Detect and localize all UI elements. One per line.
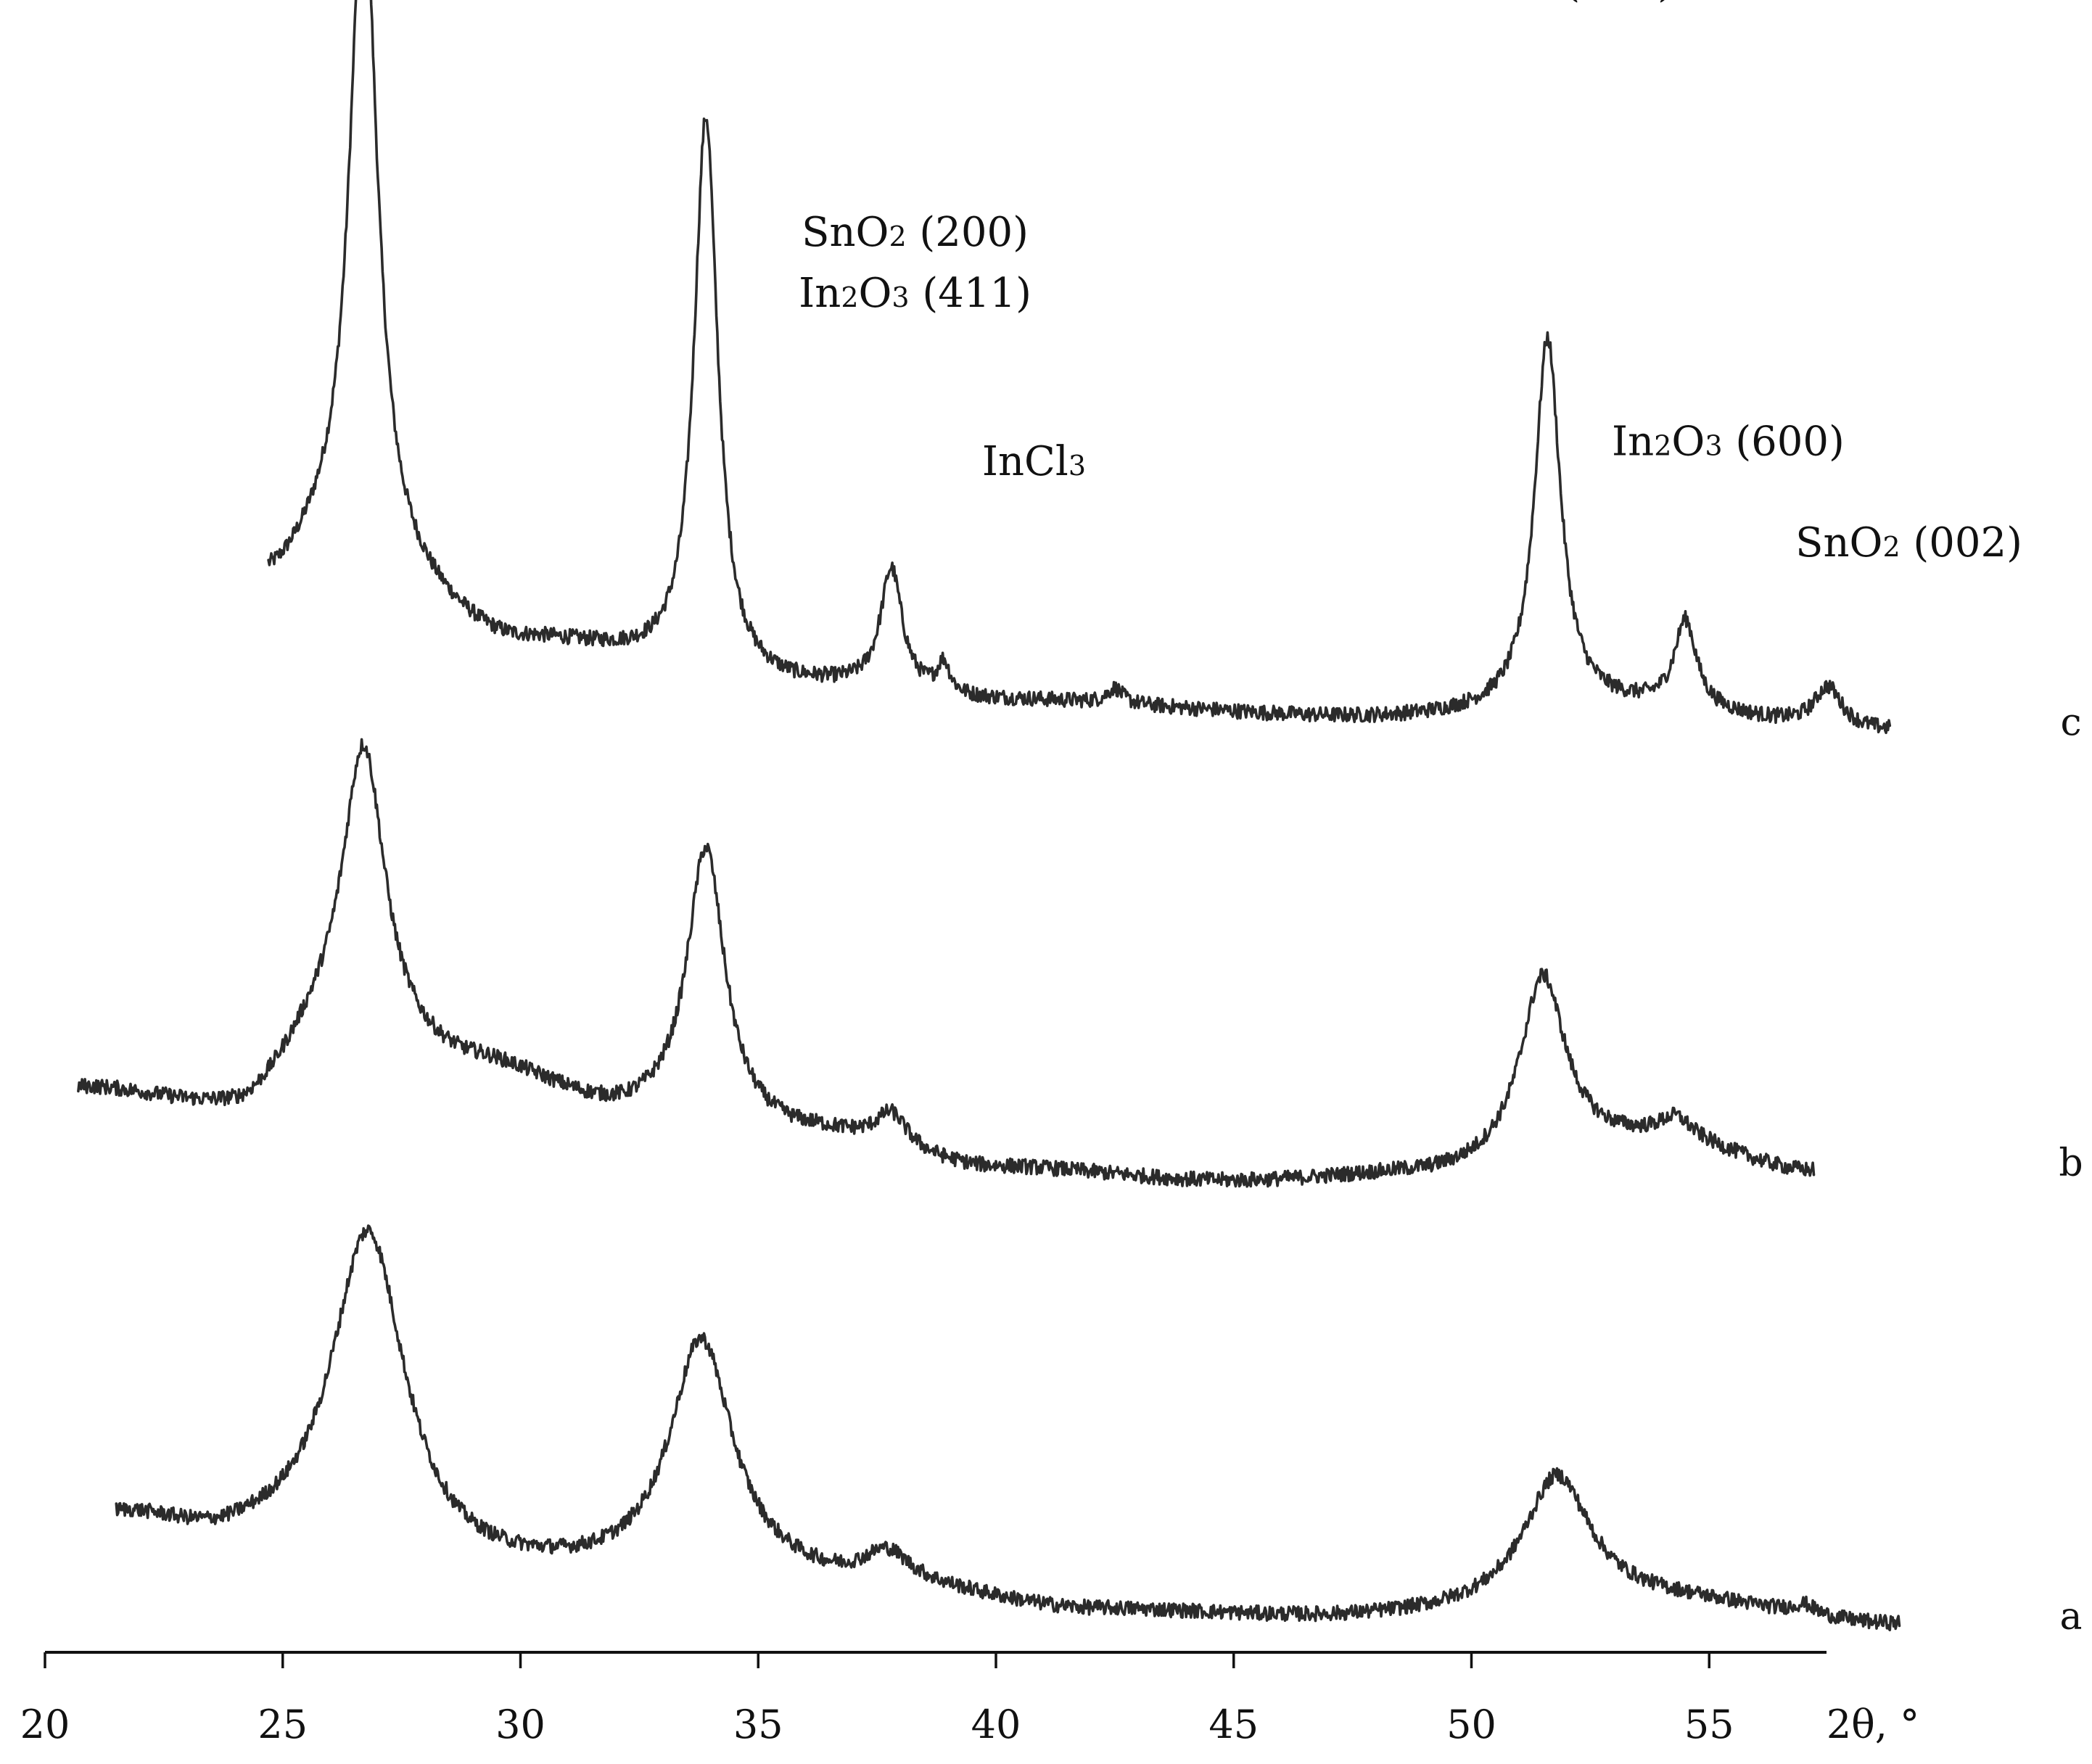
subscript: 2 — [841, 281, 858, 313]
subscript: 2 — [1654, 429, 1671, 461]
x-tick-label-20: 20 — [20, 1702, 70, 1747]
peak-annotations: SnO2 (110)SnO2 (101)SnO2 (200)In2O3 (411… — [799, 0, 2022, 566]
label-text: O — [859, 270, 892, 317]
x-axis-title: 2θ, ° — [1827, 1702, 1919, 1747]
peak-annotation-5-line-0: In2O3 (600) — [1612, 418, 1845, 465]
label-text: In — [1441, 0, 1483, 7]
peak-annotation-6-line-0: SnO2 (002) — [1795, 519, 2022, 566]
subscript: 2 — [1882, 531, 1900, 563]
x-tick-label-45: 45 — [1208, 1702, 1259, 1747]
peak-annotation-3-line-0: InCl3 — [982, 438, 1086, 485]
subscript: 2 — [1483, 0, 1500, 3]
label-text: O — [1671, 418, 1705, 465]
label-text: (200) — [907, 209, 1029, 256]
series-traces — [77, 0, 1901, 1631]
label-text: InCl — [982, 438, 1068, 485]
label-text: SnO — [1795, 519, 1882, 566]
subscript: 3 — [1068, 450, 1086, 482]
peak-annotation-2-line-1: In2O3 (411) — [799, 270, 1031, 317]
subscript: 3 — [891, 281, 909, 313]
x-tick-label-35: 35 — [733, 1702, 783, 1747]
x-tick-label-50: 50 — [1446, 1702, 1496, 1747]
label-text: In — [799, 270, 841, 317]
series-b-label: b — [2059, 1142, 2083, 1185]
series-c-label: c — [2060, 701, 2081, 745]
x-ticks — [44, 1652, 1710, 1668]
series-b-line — [77, 738, 1816, 1188]
series-a-line — [115, 1224, 1901, 1631]
label-text: (411) — [910, 270, 1031, 317]
x-tick-label-30: 30 — [495, 1702, 545, 1747]
label-text: SnO — [802, 209, 889, 256]
label-text: (440) — [1552, 0, 1673, 7]
series-a-label: a — [2059, 1595, 2082, 1639]
subscript: 3 — [1705, 429, 1722, 461]
x-tick-label-55: 55 — [1684, 1702, 1734, 1747]
subscript: 3 — [1533, 0, 1551, 3]
series-labels: c b a — [2059, 701, 2083, 1639]
x-tick-labels: 20 25 30 35 40 45 50 55 — [20, 1702, 1734, 1747]
label-text: (002) — [1900, 519, 2022, 566]
series-c-line — [267, 0, 1892, 735]
label-text: O — [1500, 0, 1533, 7]
label-text: (600) — [1723, 418, 1845, 465]
subscript: 2 — [889, 220, 906, 252]
x-tick-label-25: 25 — [258, 1702, 308, 1747]
label-text: In — [1612, 418, 1654, 465]
peak-annotation-2-line-0: SnO2 (200) — [802, 209, 1029, 256]
peak-annotation-4-line-1: In2O3 (440) — [1441, 0, 1673, 7]
x-axis: 20 25 30 35 40 45 50 55 2θ, ° — [20, 1651, 1919, 1747]
x-tick-label-40: 40 — [971, 1702, 1021, 1747]
